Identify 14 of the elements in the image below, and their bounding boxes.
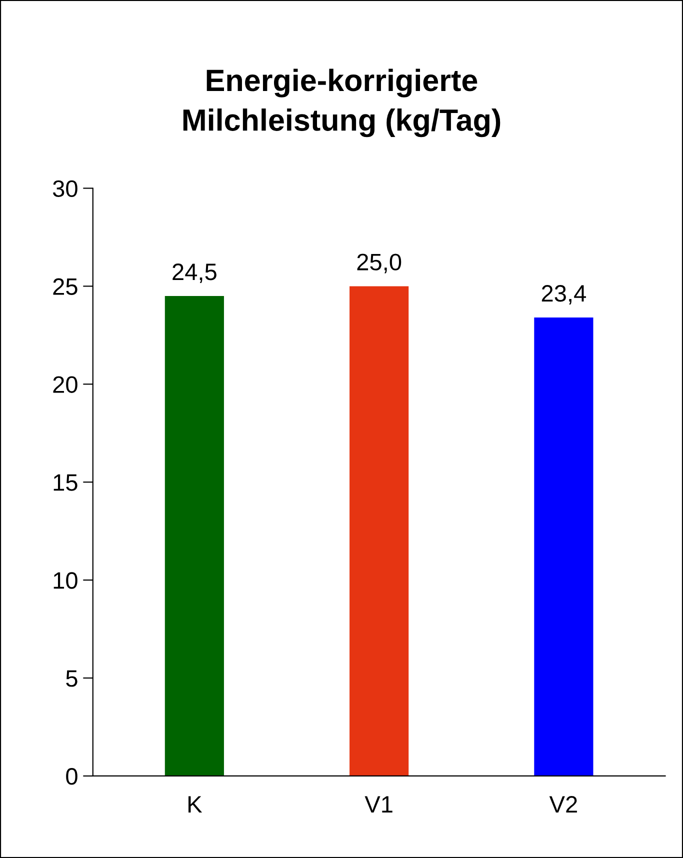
x-tick-label: V1	[364, 796, 392, 813]
y-tick-label: 10	[54, 572, 78, 589]
x-tick-label: V2	[549, 796, 577, 813]
y-tick-label: 30	[52, 180, 78, 198]
y-tick-label: 15	[54, 474, 78, 491]
data-label: 25,0	[357, 254, 402, 274]
x-tick-label: K	[188, 796, 202, 813]
y-tick-label: 0	[66, 768, 78, 785]
data-label: 23,4	[542, 285, 586, 305]
y-tick-label: 20	[53, 376, 78, 393]
chart-title: Energie-korrigierte Milchleistung (kg/Tag)	[183, 68, 500, 138]
y-tick-label: 5	[66, 670, 78, 687]
y-tick-label: 25	[53, 278, 78, 295]
data-label: 24,5	[172, 264, 216, 284]
